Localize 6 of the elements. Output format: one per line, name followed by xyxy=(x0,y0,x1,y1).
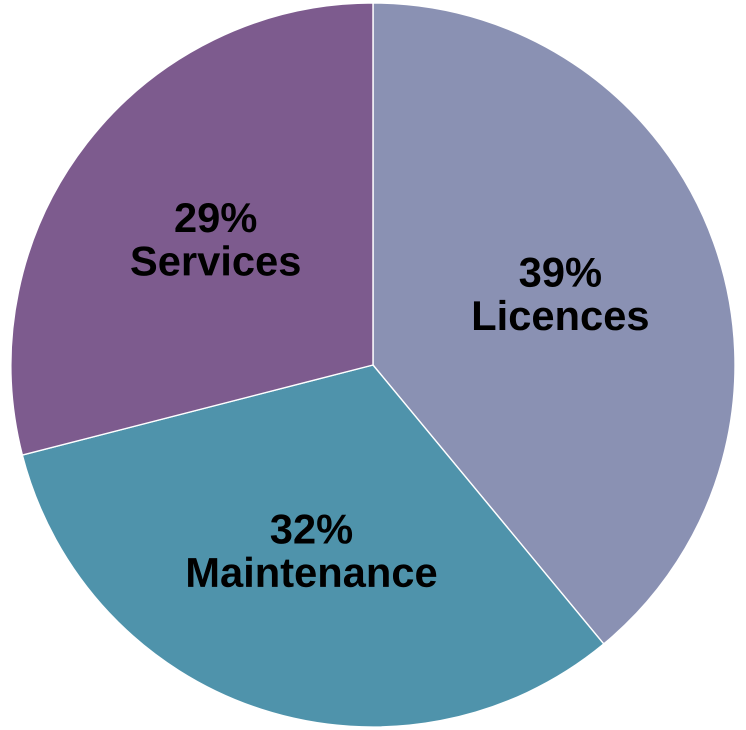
data-label: 29% xyxy=(175,202,256,232)
slice-label: Services xyxy=(131,245,300,276)
slice-label: Maintenance xyxy=(188,556,436,588)
data-label: 39% xyxy=(520,258,601,288)
data-label: 32% xyxy=(270,514,352,544)
slice-label: Licences xyxy=(474,300,648,330)
